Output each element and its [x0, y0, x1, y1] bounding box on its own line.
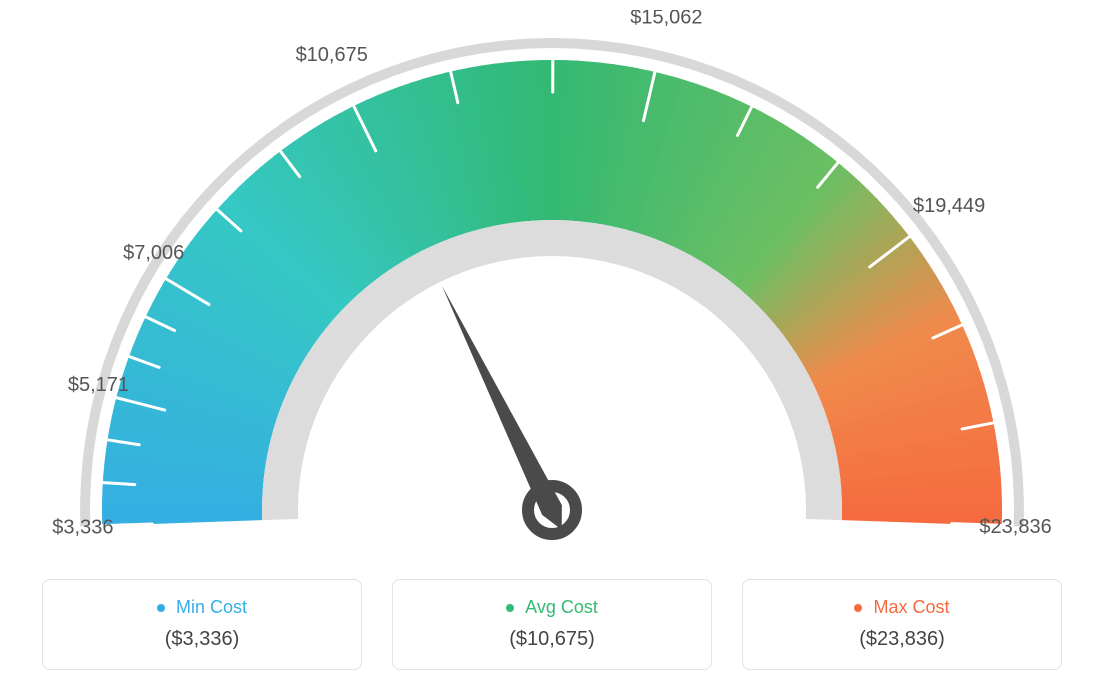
gauge-tick-label: $7,006	[123, 242, 184, 264]
gauge-tick-label: $15,062	[630, 10, 702, 28]
dot-icon	[157, 604, 165, 612]
legend-card-avg: Avg Cost ($10,675)	[392, 579, 712, 670]
legend-label-max: Max Cost	[753, 596, 1051, 618]
gauge-tick-label: $10,675	[296, 44, 368, 66]
gauge-tick-label: $5,171	[68, 374, 129, 396]
legend-value-min: ($3,336)	[53, 628, 351, 651]
legend-card-min: Min Cost ($3,336)	[42, 579, 362, 670]
legend-value-max: ($23,836)	[753, 628, 1051, 651]
legend-label-text: Max Cost	[873, 597, 949, 617]
gauge-tick-label: $23,836	[979, 516, 1051, 538]
dot-icon	[854, 604, 862, 612]
legend-value-avg: ($10,675)	[403, 628, 701, 651]
gauge-svg: $3,336 $5,171 $7,006 $10,675 $15,062 $19,449 $…	[22, 10, 1082, 550]
gauge-tick-label: $19,449	[913, 195, 985, 217]
legend-card-max: Max Cost ($23,836)	[742, 579, 1062, 670]
dot-icon	[506, 604, 514, 612]
legend-label-avg: Avg Cost	[403, 596, 701, 618]
legend-label-text: Avg Cost	[525, 597, 598, 617]
legend-row: Min Cost ($3,336) Avg Cost ($10,675) Max…	[0, 579, 1104, 670]
gauge-color-arc	[102, 60, 1002, 526]
gauge-tick-label: $3,336	[52, 516, 113, 538]
gauge-area: $3,336 $5,171 $7,006 $10,675 $15,062 $19,449 $…	[0, 10, 1104, 550]
cost-gauge-widget: $3,336 $5,171 $7,006 $10,675 $15,062 $19,449 $…	[0, 0, 1104, 690]
legend-label-text: Min Cost	[176, 597, 247, 617]
legend-label-min: Min Cost	[53, 596, 351, 618]
